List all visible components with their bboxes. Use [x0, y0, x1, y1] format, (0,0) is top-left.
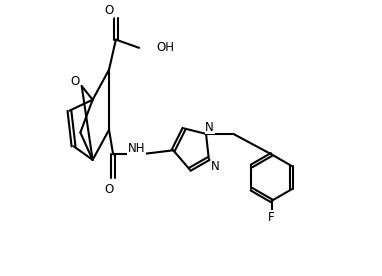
Text: N: N [211, 160, 220, 173]
Text: O: O [104, 4, 114, 17]
Text: F: F [268, 211, 275, 224]
Text: N: N [205, 121, 214, 134]
Text: NH: NH [128, 142, 145, 155]
Text: OH: OH [157, 41, 175, 54]
Text: O: O [104, 184, 114, 197]
Text: O: O [70, 76, 79, 89]
